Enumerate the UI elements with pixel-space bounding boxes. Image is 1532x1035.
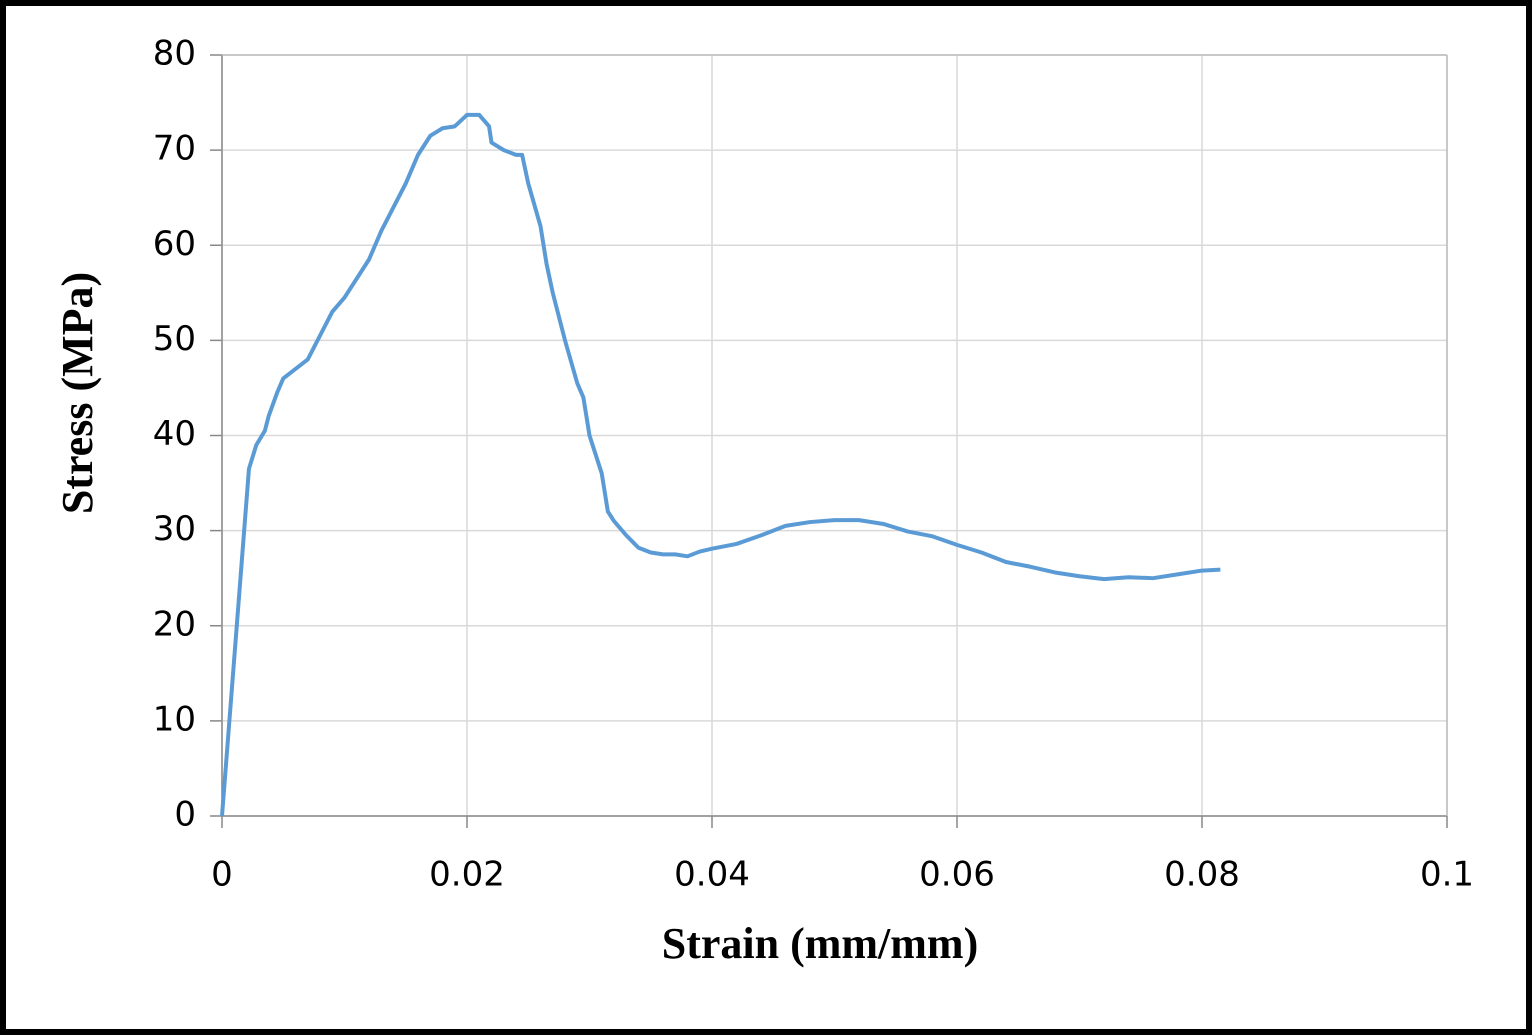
y-tick-label: 50 — [153, 319, 196, 359]
y-tick-label: 70 — [153, 129, 196, 169]
x-tick-label: 0.06 — [919, 855, 995, 895]
x-tick-label: 0.04 — [674, 855, 750, 895]
y-tick-label: 20 — [153, 604, 196, 644]
y-tick-label: 60 — [153, 224, 196, 264]
x-tick-label: 0.1 — [1420, 855, 1474, 895]
x-tick-label: 0.08 — [1164, 855, 1240, 895]
y-tick-label: 40 — [153, 414, 196, 454]
y-tick-label: 30 — [153, 509, 196, 549]
x-tick-label: 0 — [211, 855, 233, 895]
x-tick-label: 0.02 — [429, 855, 505, 895]
y-axis-label: Stress (MPa) — [53, 272, 102, 514]
data-line — [220, 112, 1221, 817]
x-axis-label: Strain (mm/mm) — [662, 919, 979, 968]
y-tick-label: 0 — [174, 795, 196, 835]
y-tick-label: 80 — [153, 34, 196, 74]
y-tick-label: 10 — [153, 699, 196, 739]
